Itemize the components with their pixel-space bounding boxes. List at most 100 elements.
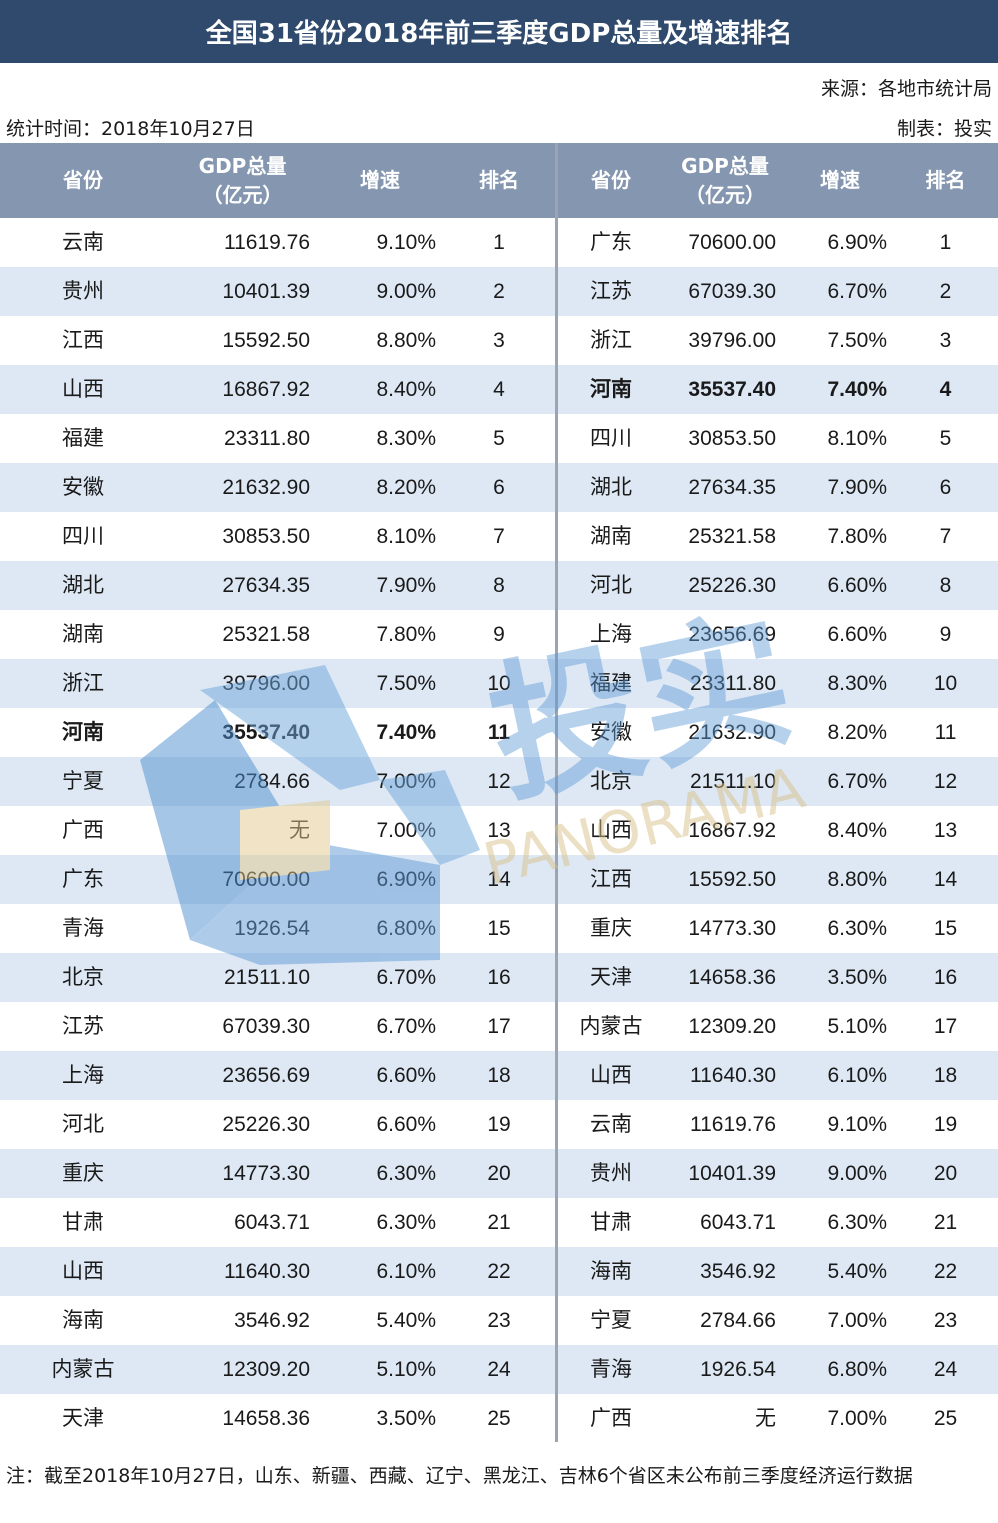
cell-rank: 15	[933, 917, 958, 940]
cell-rank: 24	[933, 1358, 958, 1381]
cell-gdp: 23656.69	[688, 623, 776, 646]
cell-rank: 11	[934, 721, 957, 744]
table-row: 四川 30853.50 8.10% 7	[0, 512, 555, 561]
table-row: 宁夏 2784.66 7.00% 12	[0, 757, 555, 806]
source-label: 来源：各地市统计局	[820, 78, 992, 100]
table-row: 江西 15592.50 8.80% 14	[558, 855, 998, 904]
cell-growth: 6.10%	[827, 1064, 887, 1087]
cell-province: 上海	[590, 623, 632, 646]
cell-province: 内蒙古	[579, 1015, 643, 1038]
cell-rank: 15	[487, 917, 511, 940]
cell-gdp: 无	[755, 1407, 776, 1430]
cell-growth: 7.80%	[376, 623, 436, 646]
cell-province: 青海	[62, 917, 104, 940]
cell-rank: 20	[487, 1162, 511, 1185]
table-row: 广东 70600.00 6.90% 14	[0, 855, 555, 904]
cell-gdp: 25321.58	[688, 525, 776, 548]
header-text: 排名	[479, 168, 519, 192]
header-text: （亿元）	[685, 182, 765, 207]
cell-rank: 1	[493, 231, 505, 254]
table-row: 上海 23656.69 6.60% 9	[558, 610, 998, 659]
cell-province: 青海	[590, 1358, 632, 1381]
table-row: 山西 11640.30 6.10% 22	[0, 1247, 555, 1296]
cell-growth: 6.60%	[376, 1064, 436, 1087]
cell-growth: 7.40%	[827, 378, 887, 401]
table-row: 北京 21511.10 6.70% 16	[0, 953, 555, 1002]
left-header-gdp: GDP总量 （亿元）	[160, 143, 325, 218]
cell-province: 河北	[62, 1113, 104, 1136]
cell-rank: 3	[939, 329, 952, 352]
table-row: 贵州 10401.39 9.00% 2	[0, 267, 555, 316]
table-row: 四川 30853.50 8.10% 5	[558, 414, 998, 463]
cell-growth: 7.90%	[827, 476, 887, 499]
cell-rank: 18	[487, 1064, 511, 1087]
cell-rank: 1	[939, 231, 952, 254]
table-row: 天津 14658.36 3.50% 25	[0, 1394, 555, 1443]
cell-province: 海南	[590, 1260, 632, 1283]
cell-province: 重庆	[590, 917, 632, 940]
cell-gdp: 1926.54	[700, 1358, 776, 1381]
right-header-province: 省份	[558, 143, 664, 218]
cell-gdp: 25226.30	[222, 1113, 310, 1136]
cell-rank: 22	[487, 1260, 511, 1283]
cell-rank: 6	[939, 476, 952, 499]
cell-gdp: 3546.92	[700, 1260, 776, 1283]
cell-gdp: 39796.00	[688, 329, 776, 352]
header-text: 排名	[925, 168, 966, 192]
cell-rank: 5	[939, 427, 952, 450]
cell-province: 山西	[590, 1064, 632, 1087]
cell-growth: 6.80%	[827, 1358, 887, 1381]
right-header-rank: 排名	[903, 143, 988, 218]
cell-gdp: 16867.92	[222, 378, 310, 401]
cell-gdp: 11640.30	[689, 1064, 776, 1087]
cell-gdp: 39796.00	[222, 672, 310, 695]
cell-rank: 8	[493, 574, 505, 597]
cell-province: 广西	[62, 819, 104, 842]
cell-rank: 21	[487, 1211, 511, 1234]
table-row: 湖北 27634.35 7.90% 8	[0, 561, 555, 610]
right-header-growth: 增速	[795, 143, 885, 218]
cell-growth: 6.60%	[827, 623, 887, 646]
cell-gdp: 无	[289, 819, 310, 842]
cell-province: 山西	[590, 819, 632, 842]
cell-gdp: 14773.30	[222, 1162, 310, 1185]
cell-rank: 25	[487, 1407, 511, 1430]
cell-growth: 6.70%	[827, 770, 887, 793]
cell-growth: 8.40%	[827, 819, 887, 842]
cell-growth: 7.00%	[376, 819, 436, 842]
column-divider	[555, 143, 558, 1442]
cell-province: 上海	[62, 1064, 104, 1087]
cell-province: 江苏	[590, 280, 632, 303]
cell-gdp: 11640.30	[223, 1260, 310, 1283]
table-row: 海南 3546.92 5.40% 23	[0, 1296, 555, 1345]
cell-rank: 4	[939, 378, 952, 401]
cell-rank: 22	[933, 1260, 958, 1283]
stat-time-label: 统计时间：2018年10月27日	[6, 118, 255, 140]
cell-province: 安徽	[62, 476, 104, 499]
table-row: 青海 1926.54 6.80% 24	[558, 1345, 998, 1394]
cell-province: 河南	[590, 378, 632, 401]
right-header-row: 省份 GDP总量 （亿元） 增速 排名	[558, 143, 998, 218]
cell-province: 云南	[590, 1113, 632, 1136]
cell-gdp: 2784.66	[234, 770, 310, 793]
cell-rank: 13	[487, 819, 511, 842]
right-header-gdp: GDP总量 （亿元）	[654, 143, 796, 218]
cell-province: 甘肃	[590, 1211, 632, 1234]
table-row: 浙江 39796.00 7.50% 10	[0, 659, 555, 708]
cell-growth: 8.80%	[827, 868, 887, 891]
cell-gdp: 21511.10	[223, 966, 310, 989]
cell-growth: 7.00%	[376, 770, 436, 793]
cell-gdp: 1926.54	[234, 917, 310, 940]
cell-gdp: 11619.76	[689, 1113, 776, 1136]
cell-province: 湖南	[590, 525, 632, 548]
cell-province: 甘肃	[62, 1211, 104, 1234]
cell-growth: 8.20%	[376, 476, 436, 499]
table-row: 湖北 27634.35 7.90% 6	[558, 463, 998, 512]
cell-rank: 25	[933, 1407, 958, 1430]
cell-province: 湖北	[590, 476, 632, 499]
cell-growth: 7.00%	[827, 1407, 887, 1430]
table-row: 甘肃 6043.71 6.30% 21	[558, 1198, 998, 1247]
cell-rank: 17	[933, 1015, 958, 1038]
cell-province: 江西	[590, 868, 632, 891]
table-row: 北京 21511.10 6.70% 12	[558, 757, 998, 806]
